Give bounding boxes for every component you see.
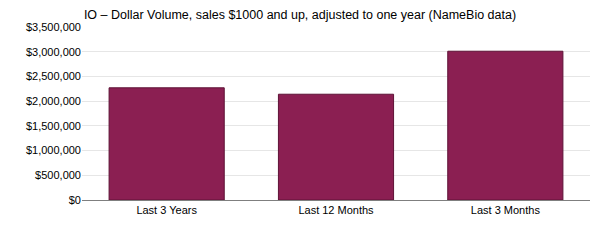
svg-text:$500,000: $500,000	[35, 169, 81, 181]
svg-text:Last 12 Months: Last 12 Months	[298, 204, 374, 216]
svg-text:IO – Dollar Volume, sales $100: IO – Dollar Volume, sales $1000 and up, …	[84, 8, 516, 22]
svg-text:$2,500,000: $2,500,000	[26, 70, 81, 82]
svg-text:$0: $0	[69, 194, 81, 206]
svg-text:Last 3 Years: Last 3 Years	[136, 204, 197, 216]
svg-text:$3,500,000: $3,500,000	[26, 21, 81, 33]
svg-text:Last 3 Months: Last 3 Months	[471, 204, 541, 216]
svg-text:$1,000,000: $1,000,000	[26, 144, 81, 156]
svg-text:$1,500,000: $1,500,000	[26, 120, 81, 132]
svg-text:$2,000,000: $2,000,000	[26, 95, 81, 107]
svg-text:$3,000,000: $3,000,000	[26, 46, 81, 58]
